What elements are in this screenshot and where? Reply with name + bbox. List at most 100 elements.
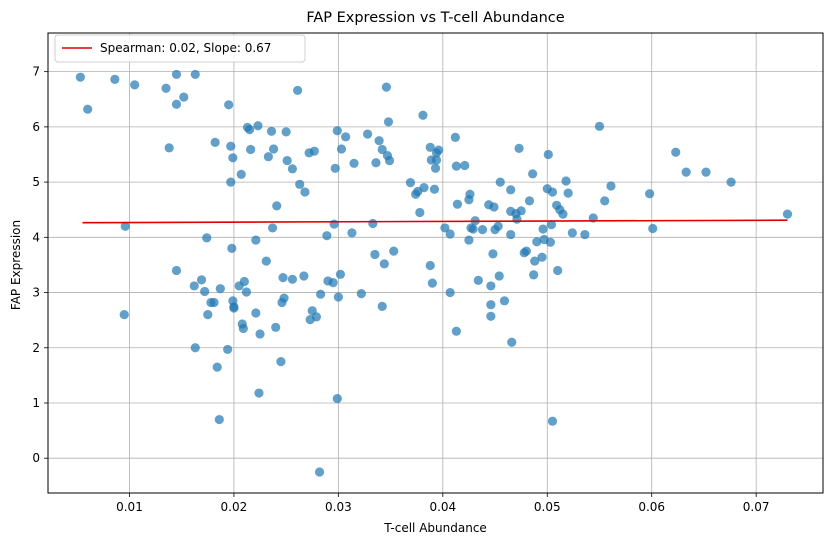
data-point (567, 228, 577, 238)
data-point (239, 276, 249, 287)
data-point (546, 220, 557, 230)
data-point (272, 201, 282, 211)
data-point (381, 82, 392, 92)
data-point (451, 161, 461, 171)
data-point (370, 249, 380, 260)
regression-line (82, 219, 788, 224)
data-point (244, 125, 255, 135)
data-point (383, 117, 394, 127)
legend: Spearman: 0.02, Slope: 0.67 (54, 34, 306, 63)
legend-label: Spearman: 0.02, Slope: 0.67 (100, 41, 271, 55)
data-point (431, 155, 442, 165)
data-point (425, 142, 435, 152)
data-point (287, 274, 298, 284)
data-point (379, 259, 389, 269)
data-point (179, 92, 189, 102)
data-point (600, 196, 610, 206)
data-point (429, 184, 440, 194)
data-point (538, 224, 548, 234)
data-point (311, 312, 322, 322)
x-tick-label: 0.02 (221, 500, 248, 514)
data-point (271, 322, 281, 332)
data-point (489, 202, 499, 212)
data-point (363, 129, 373, 139)
data-point (488, 249, 498, 259)
data-point (495, 177, 505, 187)
data-point (440, 223, 450, 233)
data-point (671, 147, 681, 157)
data-point (521, 246, 531, 256)
data-point (347, 228, 357, 238)
data-point (506, 185, 516, 195)
data-point (529, 270, 539, 280)
data-point (203, 310, 213, 320)
data-point (418, 110, 428, 120)
data-point (236, 169, 246, 179)
data-point (227, 243, 237, 253)
data-point (241, 287, 252, 297)
data-point (374, 136, 384, 146)
data-point (580, 229, 590, 240)
data-point (237, 319, 247, 329)
data-point (279, 293, 289, 303)
data-point (465, 189, 475, 199)
plot-frame (47, 32, 824, 494)
data-point (532, 237, 542, 247)
data-points (75, 69, 793, 477)
data-point (223, 344, 233, 355)
data-point (512, 214, 522, 224)
data-point (189, 281, 199, 291)
data-point (553, 265, 563, 276)
data-point (427, 278, 437, 288)
y-tick-label: 2 (32, 341, 40, 355)
data-point (200, 286, 210, 297)
data-point (371, 158, 381, 168)
data-point (276, 356, 286, 367)
data-point (445, 229, 455, 239)
data-point (335, 269, 346, 279)
data-point (224, 100, 234, 110)
data-point (251, 235, 261, 245)
data-point (215, 284, 225, 294)
x-axis-label: T-cell Abundance (383, 521, 487, 535)
data-point (295, 179, 305, 189)
data-point (171, 265, 182, 276)
data-point (563, 188, 573, 198)
data-point (341, 132, 351, 142)
data-point (486, 281, 496, 291)
data-point (384, 155, 395, 166)
data-point (190, 69, 200, 80)
data-point (255, 329, 265, 339)
x-tick-label: 0.04 (429, 500, 456, 514)
y-tick-label: 6 (32, 120, 40, 134)
data-point (530, 256, 540, 266)
legend-box (54, 34, 306, 63)
data-point (648, 223, 658, 234)
data-point (299, 271, 309, 281)
x-tick-label: 0.01 (116, 500, 143, 514)
data-point (214, 414, 224, 425)
data-point (545, 237, 555, 247)
data-point (493, 221, 503, 231)
data-point (473, 275, 483, 285)
data-point (349, 158, 359, 168)
data-point (332, 126, 342, 136)
data-point (445, 287, 455, 298)
data-point (419, 183, 429, 193)
data-point (119, 310, 129, 320)
data-point (681, 167, 691, 177)
data-point (464, 235, 474, 245)
data-point (278, 273, 288, 283)
data-point (328, 278, 338, 288)
chart-title: FAP Expression vs T-cell Abundance (306, 10, 564, 26)
data-point (516, 206, 526, 216)
data-point (561, 176, 571, 186)
y-tick-label: 1 (32, 396, 40, 410)
data-point (425, 260, 435, 271)
data-point (336, 144, 347, 154)
data-point (460, 160, 470, 171)
data-point (226, 177, 236, 187)
data-point (110, 74, 120, 84)
data-point (486, 300, 496, 310)
